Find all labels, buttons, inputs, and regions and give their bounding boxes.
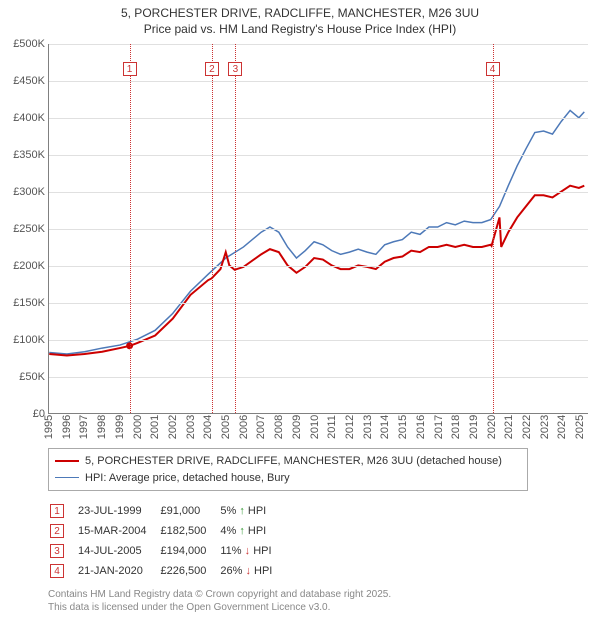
delta-arrow-icon: ↓ — [245, 565, 251, 577]
x-tick-label: 2008 — [273, 412, 285, 442]
sale-marker-line — [493, 44, 494, 413]
x-tick-label: 1997 — [78, 412, 90, 442]
x-tick-label: 2023 — [539, 412, 551, 442]
sales-table-row: 2 15-MAR-2004£182,5004% ↑ HPI — [50, 522, 284, 540]
x-tick-label: 2024 — [556, 412, 568, 442]
legend-label-property: 5, PORCHESTER DRIVE, RADCLIFFE, MANCHEST… — [85, 453, 502, 470]
sale-marker-box: 1 — [123, 62, 137, 76]
x-tick-label: 2006 — [238, 412, 250, 442]
sale-num-box: 2 — [50, 524, 64, 538]
sale-marker-box: 2 — [205, 62, 219, 76]
x-tick-label: 1995 — [43, 412, 55, 442]
y-tick-label: £0 — [1, 408, 45, 420]
x-tick-label: 2016 — [415, 412, 427, 442]
title-line-1: 5, PORCHESTER DRIVE, RADCLIFFE, MANCHEST… — [0, 6, 600, 22]
sale-date: 21-JAN-2020 — [78, 562, 158, 580]
chart-plot-area: £0£50K£100K£150K£200K£250K£300K£350K£400… — [48, 44, 588, 414]
legend-item-hpi: HPI: Average price, detached house, Bury — [55, 470, 521, 487]
x-tick-label: 2017 — [433, 412, 445, 442]
x-tick-label: 2011 — [326, 412, 338, 442]
x-tick-label: 2002 — [167, 412, 179, 442]
y-tick-label: £500K — [1, 38, 45, 50]
legend-item-property: 5, PORCHESTER DRIVE, RADCLIFFE, MANCHEST… — [55, 453, 521, 470]
sales-table-row: 1 23-JUL-1999£91,0005% ↑ HPI — [50, 502, 284, 520]
legend-swatch-property — [55, 460, 79, 462]
y-tick-label: £300K — [1, 186, 45, 198]
sale-delta: 5% ↑ HPI — [220, 502, 284, 520]
y-tick-label: £400K — [1, 112, 45, 124]
delta-arrow-icon: ↑ — [239, 525, 245, 537]
delta-arrow-icon: ↓ — [245, 545, 251, 557]
sale-delta: 26% ↓ HPI — [220, 562, 284, 580]
legend-label-hpi: HPI: Average price, detached house, Bury — [85, 470, 290, 487]
x-tick-label: 2009 — [291, 412, 303, 442]
footer-attribution: Contains HM Land Registry data © Crown c… — [48, 588, 391, 614]
footer-line-2: This data is licensed under the Open Gov… — [48, 601, 391, 614]
x-tick-label: 2005 — [220, 412, 232, 442]
x-tick-label: 2022 — [521, 412, 533, 442]
sale-price: £182,500 — [160, 522, 218, 540]
sale-date: 23-JUL-1999 — [78, 502, 158, 520]
y-tick-label: £50K — [1, 371, 45, 383]
footer-line-1: Contains HM Land Registry data © Crown c… — [48, 588, 391, 601]
x-tick-label: 2010 — [309, 412, 321, 442]
sale-delta: 11% ↓ HPI — [220, 542, 284, 560]
sale-price: £91,000 — [160, 502, 218, 520]
x-tick-label: 2021 — [503, 412, 515, 442]
x-tick-label: 2020 — [486, 412, 498, 442]
sale-num-box: 3 — [50, 544, 64, 558]
x-tick-label: 1998 — [96, 412, 108, 442]
x-tick-label: 2014 — [379, 412, 391, 442]
x-tick-label: 2013 — [362, 412, 374, 442]
sales-table: 123-JUL-1999£91,0005% ↑ HPI215-MAR-2004£… — [48, 500, 286, 582]
sale-price: £226,500 — [160, 562, 218, 580]
sale-delta: 4% ↑ HPI — [220, 522, 284, 540]
x-tick-label: 2007 — [255, 412, 267, 442]
y-tick-label: £200K — [1, 260, 45, 272]
x-tick-label: 2012 — [344, 412, 356, 442]
y-tick-label: £250K — [1, 223, 45, 235]
x-tick-label: 2015 — [397, 412, 409, 442]
chart-container: 5, PORCHESTER DRIVE, RADCLIFFE, MANCHEST… — [0, 0, 600, 620]
sale-marker-line — [235, 44, 236, 413]
sale-marker-box: 4 — [486, 62, 500, 76]
sale-date: 15-MAR-2004 — [78, 522, 158, 540]
sale-marker-line — [130, 44, 131, 413]
sale-marker-box: 3 — [228, 62, 242, 76]
sales-table-row: 3 14-JUL-2005£194,00011% ↓ HPI — [50, 542, 284, 560]
x-tick-label: 2001 — [149, 412, 161, 442]
y-tick-label: £350K — [1, 149, 45, 161]
y-tick-label: £450K — [1, 75, 45, 87]
x-tick-label: 1999 — [114, 412, 126, 442]
delta-arrow-icon: ↑ — [239, 505, 245, 517]
sale-marker-line — [212, 44, 213, 413]
sale-date: 14-JUL-2005 — [78, 542, 158, 560]
x-tick-label: 2019 — [468, 412, 480, 442]
sale-num-box: 4 — [50, 564, 64, 578]
sale-num-box: 1 — [50, 504, 64, 518]
sales-table-row: 4 21-JAN-2020£226,50026% ↓ HPI — [50, 562, 284, 580]
y-tick-label: £150K — [1, 297, 45, 309]
x-tick-label: 2003 — [185, 412, 197, 442]
title-line-2: Price paid vs. HM Land Registry's House … — [0, 22, 600, 38]
legend-box: 5, PORCHESTER DRIVE, RADCLIFFE, MANCHEST… — [48, 448, 528, 491]
title-block: 5, PORCHESTER DRIVE, RADCLIFFE, MANCHEST… — [0, 0, 600, 37]
legend-swatch-hpi — [55, 477, 79, 478]
x-tick-label: 2018 — [450, 412, 462, 442]
y-tick-label: £100K — [1, 334, 45, 346]
x-tick-label: 1996 — [61, 412, 73, 442]
x-tick-label: 2000 — [132, 412, 144, 442]
x-tick-label: 2025 — [574, 412, 586, 442]
x-tick-label: 2004 — [202, 412, 214, 442]
sale-price: £194,000 — [160, 542, 218, 560]
